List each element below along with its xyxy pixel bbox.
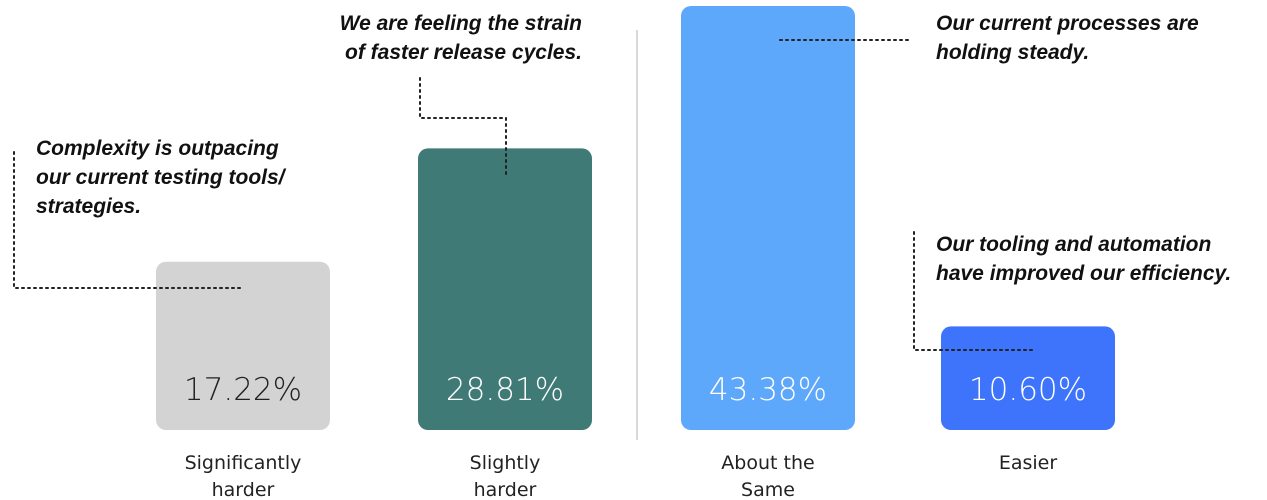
- bar-about-the-same: [681, 6, 855, 430]
- value-label-slightly-harder: 28.81%: [446, 372, 564, 408]
- annotation-1: Complexity is outpacing our current testi…: [36, 137, 287, 218]
- annotation-leader-line-1: [13, 151, 245, 289]
- category-label-slightly-harder: Slightly harder: [470, 452, 541, 500]
- category-label-easier: Easier: [999, 452, 1058, 474]
- bars-layer: [156, 6, 1115, 440]
- bar-slightly-harder: [418, 148, 592, 430]
- category-label-about-the-same: About the Same: [721, 452, 814, 500]
- value-label-easier: 10.60%: [969, 372, 1087, 408]
- value-label-about-the-same: 43.38%: [709, 372, 827, 408]
- bar-easier: [941, 326, 1115, 430]
- category-label-significantly-harder: Significantly harder: [185, 452, 302, 500]
- annotation-4: Our tooling and automation have improved …: [936, 233, 1231, 285]
- annotation-2: We are feeling the strain of faster relea…: [340, 12, 582, 64]
- value-label-significantly-harder: 17.22%: [184, 372, 302, 408]
- annotations-layer: Complexity is outpacing our current testi…: [13, 12, 1231, 351]
- annotation-leader-line-2: [419, 77, 507, 176]
- labels-layer: 17.22% Significantly harder 28.81% Slightly h…: [184, 372, 1087, 500]
- annotation-3: Our current processes are holding steady.: [936, 12, 1199, 64]
- bar-significantly-harder: [156, 261, 330, 430]
